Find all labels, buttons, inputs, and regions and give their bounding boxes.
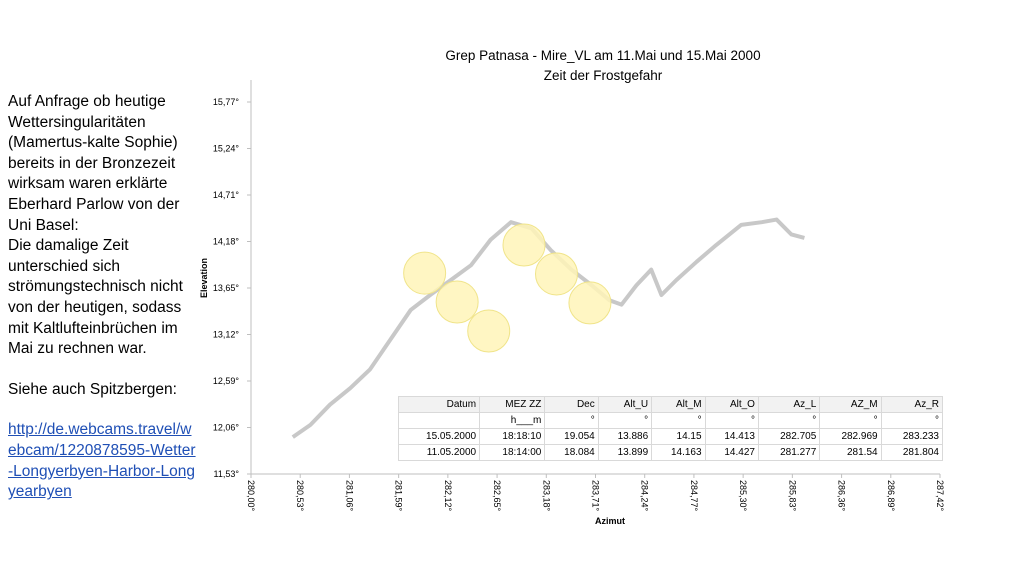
sun-marker [568, 281, 612, 325]
table-cell: 14.413 [704, 428, 759, 445]
table-cell: ° [880, 412, 944, 429]
y-axis-label: Elevation [199, 258, 209, 298]
sun-marker [535, 252, 578, 296]
table-row: h___m ° ° ° ° ° ° ° [397, 412, 944, 429]
table-row: Datum MEZ ZZ Dec Alt_U Alt_M Alt_O Az_L AZ_M Az_… [397, 396, 944, 413]
x-tick-label: 282,65° [492, 480, 502, 512]
x-tick-label: 286,36° [837, 480, 847, 512]
table-cell: 14.427 [704, 444, 759, 461]
sun-marker [403, 251, 447, 295]
table-cell: Alt_O [704, 396, 759, 413]
x-axis-label: Azimut [595, 516, 625, 526]
y-tick-label: 15,24° [213, 144, 240, 154]
table-cell: 282.705 [757, 428, 821, 445]
table-cell: 18:14:00 [479, 444, 546, 461]
table-cell: Dec [544, 396, 599, 413]
y-tick-label: 13,65° [213, 283, 240, 293]
table-cell: 281.804 [880, 444, 944, 461]
table-cell: 282.969 [819, 428, 882, 445]
table-cell: ° [597, 412, 653, 429]
x-tick-label: 285,30° [738, 480, 748, 512]
table-cell: 18.084 [544, 444, 599, 461]
table-cell: 14.15 [651, 428, 706, 445]
sun-marker [467, 309, 511, 353]
y-tick-label: 11,53° [214, 469, 240, 479]
table-cell: 19.054 [544, 428, 599, 445]
y-tick-label: 14,71° [213, 190, 240, 200]
x-tick-label: 284,77° [689, 480, 699, 512]
x-tick-label: 283,71° [591, 480, 601, 512]
table-cell: ° [704, 412, 759, 429]
y-tick-label: 12,06° [213, 423, 240, 433]
chart-subtitle: Zeit der Frostgefahr [544, 68, 663, 83]
link[interactable]: http://de.webcams.travel/webcam/12208785… [8, 421, 196, 501]
y-tick-label: 13,12° [213, 330, 240, 340]
x-tick-label: 283,18° [541, 480, 551, 512]
chart-title: Grep Patnasa - Mire_VL am 11.Mai und 15.… [445, 48, 760, 63]
table-cell: Alt_M [651, 396, 706, 413]
table-cell: MEZ ZZ [479, 396, 546, 413]
table-cell: ° [819, 412, 882, 429]
paragraph: Die damalige Zeit unterschied sich ström… [8, 237, 183, 358]
paragraph: Auf Anfrage ob heutige Wettersingularitä… [8, 93, 180, 234]
table-cell: ° [544, 412, 599, 429]
x-tick-label: 280,53° [295, 480, 305, 512]
table-cell: Az_L [757, 396, 821, 413]
table-cell: AZ_M [819, 396, 882, 413]
table-cell: Az_R [880, 396, 944, 413]
table-cell [397, 412, 481, 429]
table-cell: 18:18:10 [479, 428, 546, 445]
x-tick-label: 287,42° [935, 480, 945, 512]
x-tick-label: 281,06° [344, 480, 354, 512]
table-cell: ° [757, 412, 821, 429]
table-cell: Datum [397, 396, 481, 413]
table-cell: h___m [479, 412, 546, 429]
table-cell: 283.233 [880, 428, 944, 445]
sun-marker [502, 223, 546, 267]
x-tick-label: 280,00° [246, 480, 256, 512]
x-tick-label: 286,89° [886, 480, 896, 512]
table-cell: 281.54 [819, 444, 882, 461]
paragraph: Siehe auch Spitzbergen: [8, 380, 177, 398]
table-cell: 15.05.2000 [397, 428, 481, 445]
y-tick-label: 14,18° [213, 237, 240, 247]
table-cell: Alt_U [597, 396, 653, 413]
x-tick-label: 281,59° [394, 480, 404, 512]
table-cell: ° [651, 412, 706, 429]
data-table: Datum MEZ ZZ Dec Alt_U Alt_M Alt_O Az_L AZ_M Az_… [397, 396, 944, 461]
y-tick-label: 15,77° [213, 97, 240, 107]
table-cell: 14.163 [651, 444, 706, 461]
table-cell: 11.05.2000 [397, 444, 481, 461]
table-row: 15.05.2000 18:18:10 19.054 13.886 14.15 14.41… [397, 428, 944, 445]
table-cell: 13.899 [597, 444, 653, 461]
x-tick-label: 285,83° [787, 480, 797, 512]
sun-marker [435, 280, 479, 324]
side-text: Auf Anfrage ob heutige Wettersingularitä… [8, 92, 198, 503]
table-row: 11.05.2000 18:14:00 18.084 13.899 14.163 14.4… [397, 444, 944, 461]
x-tick-label: 284,24° [640, 480, 650, 512]
table-cell: 281.277 [757, 444, 821, 461]
y-tick-label: 12,59° [213, 376, 240, 386]
table-cell: 13.886 [597, 428, 653, 445]
x-tick-label: 282,12° [443, 480, 453, 512]
